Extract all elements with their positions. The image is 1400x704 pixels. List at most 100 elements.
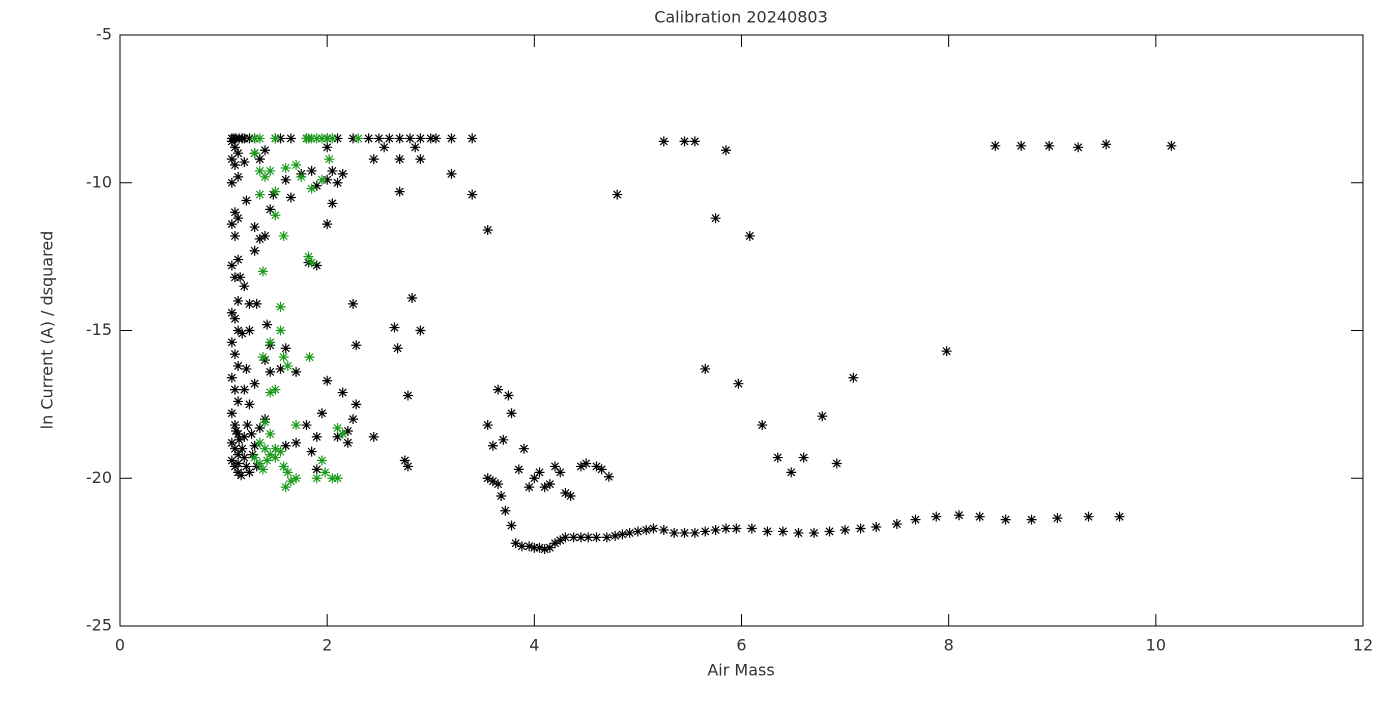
scatter-point [226, 455, 237, 466]
scatter-point [1101, 139, 1112, 150]
x-tick-label: 8 [944, 636, 954, 655]
scatter-point [229, 349, 240, 360]
scatter-point [524, 482, 535, 493]
scatter-point [348, 133, 359, 144]
scatter-point [560, 488, 571, 499]
chart-title: Calibration 20240803 [654, 8, 828, 27]
scatter-point [241, 195, 252, 206]
scatter-point [237, 443, 248, 454]
scatter-point [244, 467, 255, 478]
scatter-point [506, 520, 517, 531]
scatter-point [415, 325, 426, 336]
scatter-point [513, 464, 524, 475]
scatter-point [320, 467, 331, 478]
scatter-point [1114, 511, 1125, 522]
scatter-point [233, 360, 244, 371]
scatter-point [265, 449, 276, 460]
scatter-point [596, 464, 607, 475]
scatter-point [410, 142, 421, 153]
scatter-point [516, 541, 527, 552]
scatter-point [254, 233, 265, 244]
scatter-point [322, 174, 333, 185]
scatter-point [254, 423, 265, 434]
scatter-point [332, 423, 343, 434]
x-tick-label: 6 [736, 636, 746, 655]
scatter-point [229, 272, 240, 283]
scatter-point [249, 378, 260, 389]
scatter-point [311, 464, 322, 475]
y-axis-label: ln Current (A) / dsquared [38, 231, 57, 430]
scatter-point [265, 165, 276, 176]
scatter-point [337, 168, 348, 179]
scatter-point [301, 420, 312, 431]
scatter-point [394, 133, 405, 144]
scatter-point [720, 145, 731, 156]
scatter-point [337, 428, 348, 439]
scatter-point [327, 198, 338, 209]
scatter-point [226, 337, 237, 348]
scatter-point [496, 490, 507, 501]
scatter-point [831, 458, 842, 469]
scatter-point [246, 428, 257, 439]
scatter-point [257, 464, 268, 475]
scatter-point [534, 467, 545, 478]
scatter-point [446, 133, 457, 144]
scatter-point [260, 145, 271, 156]
y-tick-label: -15 [86, 320, 112, 339]
scatter-point [733, 378, 744, 389]
scatter-point [306, 446, 317, 457]
scatter-point [260, 417, 271, 428]
scatter-point [233, 295, 244, 306]
scatter-point [990, 140, 1001, 151]
scatter-point [363, 133, 374, 144]
scatter-point [233, 396, 244, 407]
scatter-point [233, 171, 244, 182]
scatter-point [280, 162, 291, 173]
scatter-point [624, 527, 635, 538]
scatter-point [244, 298, 255, 309]
scatter-point [275, 363, 286, 374]
scatter-point [226, 372, 237, 383]
scatter-point [226, 408, 237, 419]
scatter-point [544, 479, 555, 490]
scatter-point [278, 352, 289, 363]
scatter-point [777, 526, 788, 537]
scatter-point [910, 514, 921, 525]
scatter-point [306, 257, 317, 268]
scatter-point [311, 431, 322, 442]
scatter-point [251, 298, 262, 309]
scatter-point [270, 384, 281, 395]
scatter-point [746, 523, 757, 534]
scatter-point [1083, 511, 1094, 522]
scatter-point [262, 319, 273, 330]
scatter-point [249, 133, 260, 144]
x-tick-label: 0 [115, 636, 125, 655]
scatter-point [282, 467, 293, 478]
scatter-point [291, 473, 302, 484]
scatter-point [399, 455, 410, 466]
scatter-point [555, 535, 566, 546]
scatter-point [322, 219, 333, 230]
scatter-point [249, 222, 260, 233]
scatter-point [487, 440, 498, 451]
scatter-point [226, 437, 237, 448]
scatter-point [257, 266, 268, 277]
scatter-point [244, 325, 255, 336]
scatter-point [311, 260, 322, 271]
scatter-point [612, 189, 623, 200]
scatter-point [368, 431, 379, 442]
x-tick-label: 4 [529, 636, 539, 655]
y-tick-label: -10 [86, 172, 112, 191]
scatter-point [316, 174, 327, 185]
scatter-point [324, 154, 335, 165]
scatter-point [610, 530, 621, 541]
scatter-point [233, 213, 244, 224]
scatter-point [275, 325, 286, 336]
scatter-point [239, 281, 250, 292]
scatter-point [384, 133, 395, 144]
scatter-point [257, 352, 268, 363]
scatter-point [254, 189, 265, 200]
scatter-point [591, 532, 602, 543]
scatter-point [265, 366, 276, 377]
scatter-point [244, 133, 255, 144]
